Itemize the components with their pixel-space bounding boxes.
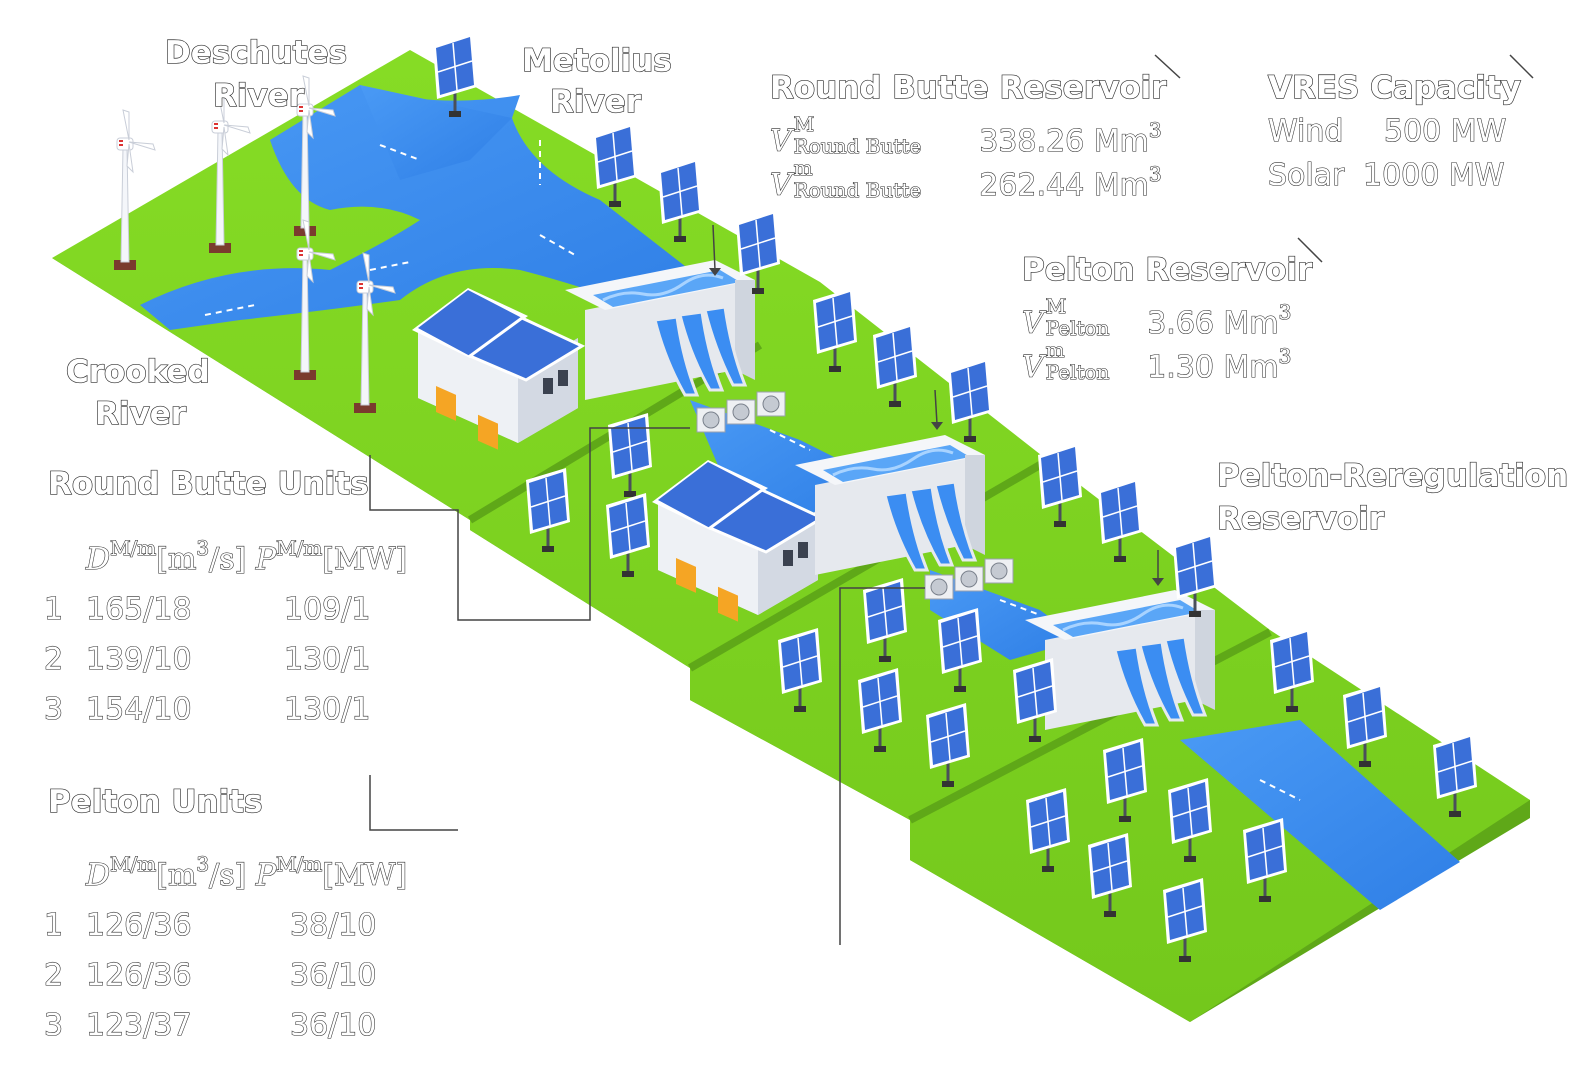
metolius-label-2: River [549, 84, 642, 120]
river [140, 85, 690, 330]
pelton-rereg-label-1: Pelton-Reregulation [1216, 458, 1569, 494]
flow-arrows [204, 140, 1301, 801]
unit-discharge: 165/18 [85, 591, 192, 627]
round-butte-units-title: Round Butte Units [47, 466, 369, 502]
pelton-rereg-label-2: Reservoir [1216, 501, 1385, 537]
unit-power: 130/1 [283, 691, 371, 727]
unit-id: 3 [43, 691, 64, 727]
unit-power: 130/1 [283, 641, 371, 677]
river-segment [1180, 720, 1460, 910]
unit-discharge: 126/36 [85, 957, 192, 993]
unit-power: 36/10 [289, 957, 377, 993]
pelton-vmax: V M Pelton 3.66 Mm3 [1021, 293, 1292, 341]
vres-solar-name: Solar [1267, 157, 1345, 193]
deschutes-label-2: River [212, 78, 305, 114]
pelton-units-title: Pelton Units [47, 784, 263, 820]
unit-id: 1 [43, 591, 64, 627]
unit-power: 36/10 [289, 1007, 377, 1043]
vres-solar-value: 1000 MW [1362, 157, 1505, 193]
pelton-reservoir-title: Pelton Reservoir [1021, 252, 1313, 288]
unit-power: 38/10 [289, 907, 377, 943]
unit-power: 109/1 [283, 591, 371, 627]
unit-id: 1 [43, 907, 64, 943]
unit-discharge: 126/36 [85, 907, 192, 943]
vres-title: VRES Capacity [1267, 70, 1521, 106]
deschutes-label-1: Deschutes [164, 35, 348, 71]
unit-discharge: 123/37 [85, 1007, 192, 1043]
crooked-label-2: River [94, 396, 187, 432]
round-butte-reservoir-title: Round Butte Reservoir [769, 70, 1167, 106]
vres-wind-name: Wind [1267, 113, 1344, 149]
round-butte-vmax: V M Round Butte 338.26 Mm3 [769, 111, 1162, 159]
unit-id: 2 [43, 957, 64, 993]
unit-discharge: 154/10 [85, 691, 192, 727]
round-butte-units-header: DM/m[m3/s] PM/m[MW] [85, 535, 408, 577]
metolius-label-1: Metolius [521, 43, 672, 79]
leader-arrowheads [709, 268, 1164, 586]
river-segment [930, 570, 1080, 660]
unit-id: 3 [43, 1007, 64, 1043]
leader-lines [369, 54, 1534, 945]
unit-id: 2 [43, 641, 64, 677]
crooked-label-1: Crooked [65, 354, 210, 390]
unit-discharge: 139/10 [85, 641, 192, 677]
pelton-units-header: DM/m[m3/s] PM/m[MW] [85, 851, 408, 893]
vres-wind-value: 500 MW [1383, 113, 1507, 149]
